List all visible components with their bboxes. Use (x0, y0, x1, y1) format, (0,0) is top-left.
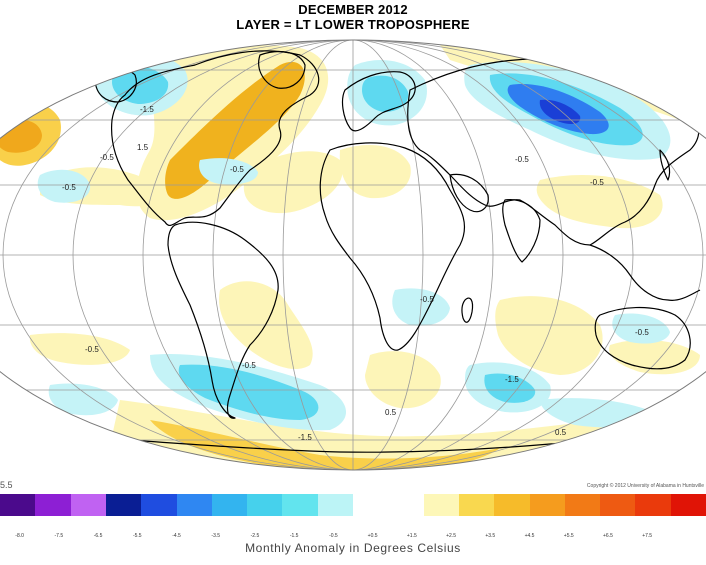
colorbar-tick-label: -4.5 (172, 533, 181, 539)
contour-label: 1.5 (137, 143, 149, 152)
cool-region-tasman (612, 313, 670, 344)
colorbar-swatch (141, 494, 177, 516)
coast-north-america (110, 50, 320, 226)
coast-africa (319, 142, 465, 351)
colorbar-tick-label: +1.5 (406, 533, 417, 539)
cool-region-east-pacific (37, 169, 91, 203)
contour-label: -0.5 (590, 178, 604, 187)
coast-greenland (258, 51, 306, 89)
colorbar-swatch (529, 494, 566, 516)
coast-madagascar (461, 297, 474, 323)
colorbar-tick-label: +6.5 (603, 533, 613, 539)
colorbar-swatch (70, 494, 107, 516)
contour-label: 1.5 (142, 445, 154, 454)
colorbar-tick-label: -5.5 (132, 533, 142, 539)
graticule (0, 40, 706, 470)
coast-india (502, 199, 541, 263)
colorbar-swatch (282, 494, 319, 516)
colorbar-swatch (35, 494, 72, 516)
colorbar-tick-label: -2.5 (250, 533, 260, 539)
contour-label: -0.5 (420, 295, 434, 304)
globe-outline (0, 39, 706, 471)
colorbar-swatch (105, 494, 142, 516)
map-title-layer: LAYER = LT LOWER TROPOSPHERE (236, 17, 470, 32)
coast-new-zealand (689, 382, 700, 400)
colorbar-tick-label: +3.5 (485, 533, 496, 539)
colorbar-swatch (353, 494, 389, 516)
colorbar-swatch (494, 494, 530, 516)
colorbar-swatch (211, 494, 248, 516)
colorbar-swatch (564, 494, 601, 516)
contour-label: 0.5 (555, 428, 567, 437)
cool-mid-south-pacific (178, 364, 319, 420)
coast-europe (341, 71, 416, 132)
contour-label: 0.5 (385, 408, 397, 417)
colorbar-swatch (670, 494, 706, 516)
colorbar-tick-label: -0.5 (329, 533, 338, 539)
colorbar-swatch (458, 494, 495, 516)
coast-australia (594, 306, 691, 370)
colorbar-swatch (388, 494, 425, 516)
coast-south-america (167, 221, 279, 419)
contour-label: -0.5 (78, 425, 92, 434)
warm-region-australia-east (609, 339, 700, 375)
colorbar-tick-label: +2.5 (446, 533, 456, 539)
warm-region-southern-pacific (29, 333, 130, 365)
colorbar-swatch (247, 494, 283, 516)
contour-label: -0.5 (635, 328, 649, 337)
colorbar-swatch (317, 494, 354, 516)
colorbar-tick-label: +4.5 (524, 533, 535, 539)
contour-label: -0.5 (62, 183, 76, 192)
colorbar-swatch (423, 494, 460, 516)
warm-region-asia-east (536, 175, 663, 229)
map-title-month: DECEMBER 2012 (298, 2, 408, 17)
contour-label: -0.5 (100, 153, 114, 162)
colorbar-tick-label: -6.5 (93, 533, 103, 539)
contour-label: -0.5 (242, 361, 256, 370)
contour-label: -1.5 (505, 375, 519, 384)
anomaly-world-map: -0.5 -0.5 -0.5 -0.5 -0.5 -0.5 -0.5 -0.5 … (0, 39, 706, 471)
copyright-note: Copyright © 2012 University of Alabama i… (586, 483, 704, 489)
colorbar-left-value: 5.5 (0, 480, 13, 490)
colorbar-caption: Monthly Anomaly in Degrees Celsius (245, 541, 461, 555)
colorbar-tick-label: -8.0 (15, 533, 24, 539)
warm-region-africa-west (243, 151, 343, 214)
contour-label: -0.5 (85, 345, 99, 354)
cool-mid-southern-indian (484, 373, 536, 403)
colorbar-swatch (0, 494, 36, 516)
contour-label: -1.5 (298, 433, 312, 442)
cool-mid-scandinavia (362, 75, 409, 112)
coast-arabia (449, 173, 489, 213)
warm-strong-antarctic-band (150, 420, 500, 470)
cool-region-far-south-pacific (48, 383, 118, 416)
contour-label: -0.5 (515, 155, 529, 164)
cool-deep-siberia (539, 99, 581, 124)
warm-region-south-atlantic (365, 351, 441, 409)
coast-japan (659, 149, 671, 181)
colorbar-swatch (635, 494, 672, 516)
colorbar-tick-label: +7.5 (642, 533, 653, 539)
coast-southeast-asia (589, 244, 701, 301)
colorbar-tick-label: -1.5 (289, 533, 299, 539)
colorbar-tick-label: +5.5 (563, 533, 574, 539)
colorbar-tick-label: +0.5 (367, 533, 378, 539)
colorbar-tick-label: -3.5 (211, 533, 221, 539)
contour-label: -1.5 (140, 105, 154, 114)
colorbar-tick-label: -7.5 (54, 533, 64, 539)
warm-region-indian-ocean (495, 296, 603, 375)
contour-label: -0.5 (230, 165, 244, 174)
colorbar-swatch (600, 494, 636, 516)
colorbar (0, 494, 706, 516)
colorbar-swatch (176, 494, 213, 516)
